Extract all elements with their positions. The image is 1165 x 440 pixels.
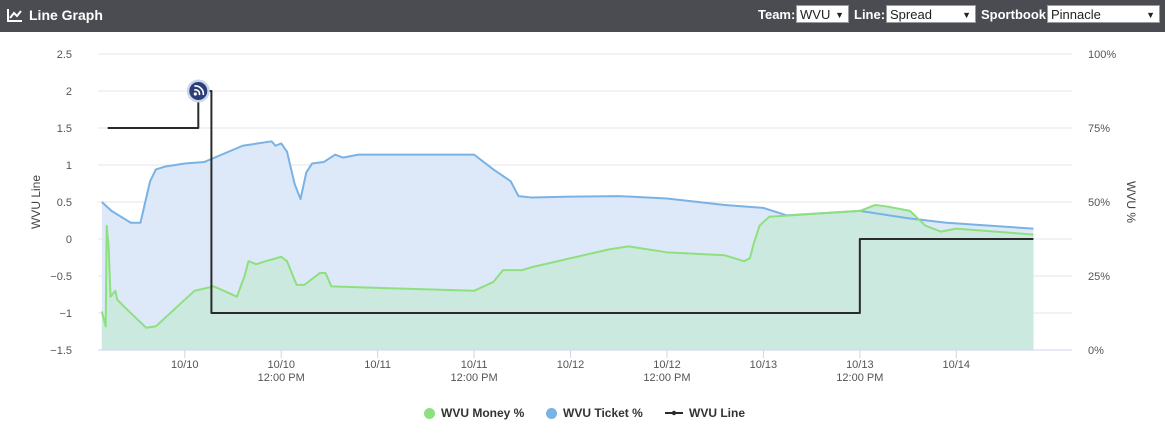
y-tick-label: −1 bbox=[59, 308, 72, 320]
y-tick-label: 2.5 bbox=[57, 49, 72, 61]
legend-money-label: WVU Money % bbox=[441, 406, 525, 420]
y-tick-label: 2 bbox=[66, 86, 72, 98]
legend-money-swatch bbox=[424, 407, 435, 419]
y2-axis-title: WVU % bbox=[1124, 181, 1138, 223]
team-select[interactable]: WVU ▼ bbox=[796, 5, 849, 23]
x-tick-label: 10/10 bbox=[171, 359, 199, 371]
y-tick-label: −0.5 bbox=[50, 271, 72, 283]
legend-line-label: WVU Line bbox=[689, 406, 745, 420]
line-label: Line: bbox=[854, 7, 886, 22]
ticket-line bbox=[101, 140, 1034, 230]
x-tick-label: 10/10 bbox=[267, 359, 295, 371]
x-tick-label: 10/12 bbox=[653, 359, 681, 371]
team-select-value: WVU bbox=[800, 7, 831, 22]
sportsbook-select-value: Pinnacle bbox=[1051, 7, 1101, 22]
line-graph: 2.5 2 1.5 1 0.5 0 −0.5 −1 −1.5 100% 75% 50% 25% 0% WVU… bbox=[29, 49, 1138, 384]
x-tick-label: 10/14 bbox=[943, 359, 971, 371]
legend-line-swatch bbox=[665, 410, 683, 416]
y-axis-title: WVU Line bbox=[29, 175, 43, 229]
money-line bbox=[100, 203, 1034, 329]
y-tick-label: 1.5 bbox=[57, 123, 72, 135]
y-tick-label: 0 bbox=[66, 234, 72, 246]
x-tick-label: 10/11 bbox=[364, 359, 391, 371]
x-tick-label: 10/12 bbox=[557, 359, 585, 371]
feed-icon-arc bbox=[194, 89, 201, 96]
y2-tick-label: 100% bbox=[1088, 49, 1116, 61]
y2-tick-label: 0% bbox=[1088, 345, 1104, 357]
chevron-down-icon: ▼ bbox=[1146, 10, 1155, 20]
x-tick-sublabel: 12:00 PM bbox=[258, 372, 305, 384]
feed-icon-arc bbox=[194, 85, 205, 96]
x-tick-label: 10/11 bbox=[461, 359, 488, 371]
header-title: Line Graph bbox=[7, 7, 103, 23]
line-chart-icon bbox=[7, 9, 22, 22]
graph-header: Line Graph Team: WVU ▼ Line: Spread ▼ Sp… bbox=[0, 0, 1165, 32]
x-tick-sublabel: 12:00 PM bbox=[836, 372, 883, 384]
y2-tick-label: 75% bbox=[1088, 123, 1110, 135]
legend-ticket-swatch bbox=[546, 407, 557, 419]
chevron-down-icon: ▼ bbox=[835, 10, 844, 20]
y-tick-label: 1 bbox=[66, 160, 72, 172]
legend-ticket-label: WVU Ticket % bbox=[563, 406, 643, 420]
legend-money[interactable]: WVU Money % bbox=[424, 406, 524, 420]
chevron-down-icon: ▼ bbox=[962, 10, 971, 20]
y2-tick-label: 50% bbox=[1088, 197, 1110, 209]
y-tick-label: −1.5 bbox=[50, 345, 72, 357]
x-tick-label: 10/13 bbox=[750, 359, 778, 371]
legend-ticket[interactable]: WVU Ticket % bbox=[546, 406, 643, 420]
team-label: Team: bbox=[758, 7, 796, 22]
page-title: Line Graph bbox=[29, 7, 103, 23]
y-tick-label: 0.5 bbox=[57, 197, 72, 209]
sportsbook-label: Sportbook: bbox=[981, 7, 1051, 22]
y2-tick-label: 25% bbox=[1088, 271, 1110, 283]
x-tick-label: 10/13 bbox=[846, 359, 874, 371]
wvu-line bbox=[107, 90, 1034, 314]
line-select[interactable]: Spread ▼ bbox=[886, 5, 976, 23]
feed-icon-dot bbox=[193, 92, 197, 96]
sportsbook-select[interactable]: Pinnacle ▼ bbox=[1047, 5, 1160, 23]
legend-line[interactable]: WVU Line bbox=[665, 406, 745, 420]
x-tick-sublabel: 12:00 PM bbox=[451, 372, 498, 384]
line-select-value: Spread bbox=[890, 7, 932, 22]
x-tick-sublabel: 12:00 PM bbox=[643, 372, 690, 384]
